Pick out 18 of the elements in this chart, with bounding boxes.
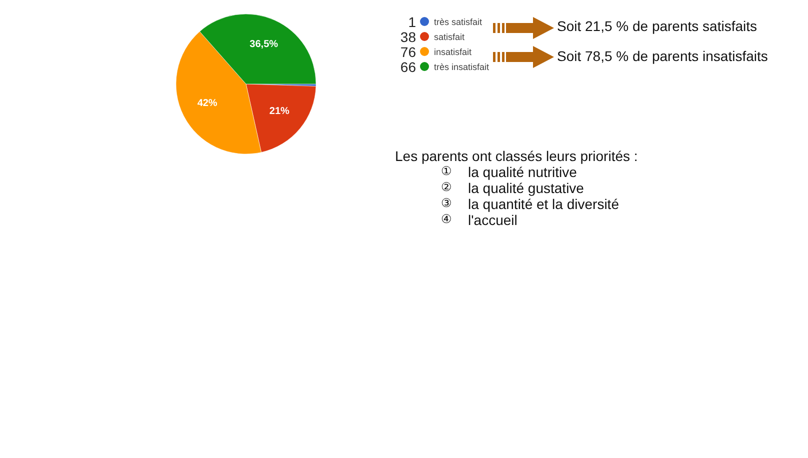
text: 1: [408, 14, 416, 30]
legend-label: insatisfait: [434, 46, 472, 56]
legend-label: très insatisfait: [434, 62, 490, 72]
text: ④ l'accueil: [441, 212, 518, 228]
text: ① la qualité nutritive: [441, 164, 577, 180]
data-label: 42%: [197, 98, 218, 110]
legend-label: satisfait: [434, 32, 465, 42]
text: Soit 78,5 % de parents insatisfaits: [557, 48, 768, 64]
data-label: 36,5%: [250, 38, 278, 50]
text: 76: [400, 44, 416, 60]
text: ③ la quantité et la diversité: [441, 196, 619, 212]
text: Les parents ont classés leurs priorités :: [395, 148, 638, 164]
text: 38: [400, 28, 416, 44]
text: Soit 21,5 % de parents satisfaits: [557, 18, 757, 34]
data-label: 21%: [269, 106, 290, 118]
text: ② la qualité gustative: [441, 180, 584, 196]
legend-label: très satisfait: [434, 16, 482, 26]
text: 66: [400, 58, 416, 74]
